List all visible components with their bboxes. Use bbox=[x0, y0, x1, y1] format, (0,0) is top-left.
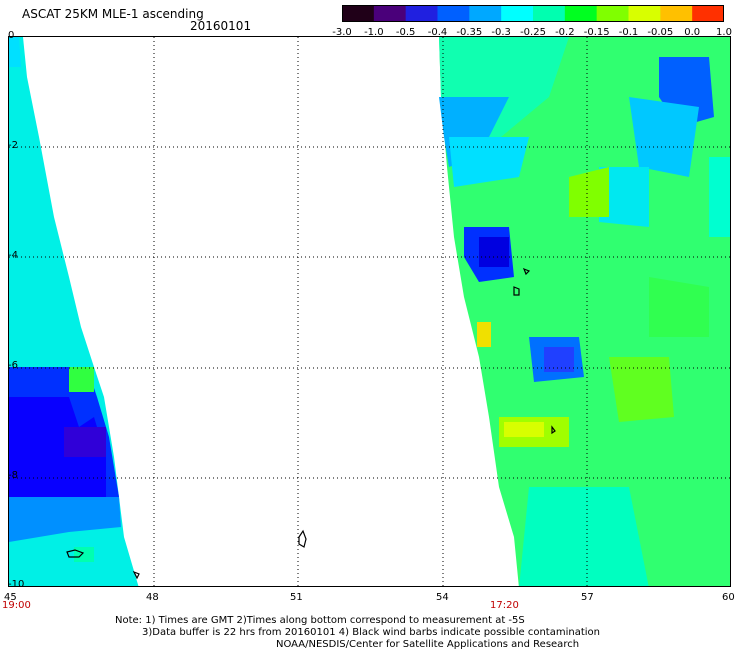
colorbar-segment bbox=[692, 5, 724, 22]
colorbar-segment bbox=[660, 5, 693, 22]
left-swath bbox=[9, 37, 139, 586]
colorbar-segment bbox=[596, 5, 629, 22]
colorbar-segment bbox=[373, 5, 407, 22]
colorbar-tick-label: -0.2 bbox=[555, 27, 575, 38]
note-line-3: NOAA/NESDIS/Center for Satellite Applica… bbox=[276, 639, 580, 650]
note-line-1: Note: 1) Times are GMT 2)Times along bot… bbox=[115, 615, 525, 626]
lat-label-m6: -6 bbox=[8, 360, 18, 371]
lat-label-0: 0 bbox=[8, 30, 15, 41]
colorbar-segment bbox=[437, 5, 470, 22]
product-date: 20160101 bbox=[190, 19, 252, 33]
colorbar-tick-labels: -3.0 -1.0 -0.5 -0.4 -0.35 -0.3 -0.25 -0.2 -0.15-… bbox=[330, 27, 732, 41]
colorbar-tick-label: -0.15 bbox=[583, 27, 610, 38]
colorbar-segment bbox=[469, 5, 502, 22]
lon-label-54: 54 bbox=[436, 592, 449, 603]
colorbar-tick-label: -1.0 bbox=[364, 27, 384, 38]
colorbar-tick-label: -0.35 bbox=[456, 27, 483, 38]
lon-label-60: 60 bbox=[722, 592, 735, 603]
colorbar-tick-label: -0.5 bbox=[395, 27, 416, 38]
lat-lon-grid bbox=[9, 37, 730, 586]
colorbar-tick-label: -0.05 bbox=[647, 27, 674, 38]
colorbar-tick-label: -0.3 bbox=[491, 27, 511, 38]
colorbar-tick-label: 1.0 bbox=[716, 27, 732, 38]
lon-label-48: 48 bbox=[146, 592, 159, 603]
right-swath bbox=[439, 37, 730, 586]
colorbar-tick-label: -0.4 bbox=[427, 27, 448, 38]
lon-label-51: 51 bbox=[290, 592, 303, 603]
colorbar-tick-label: -3.0 bbox=[332, 27, 352, 38]
colorbar-tick-label: 0.0 bbox=[684, 27, 701, 38]
colorbar-tick-label: -0.1 bbox=[618, 27, 639, 38]
lon-label-57: 57 bbox=[581, 592, 594, 603]
colorbar-segment bbox=[501, 5, 534, 22]
colorbar-segment bbox=[533, 5, 566, 22]
colorbar-segment bbox=[628, 5, 661, 22]
colorbar-tick-label: -0.25 bbox=[520, 27, 546, 38]
product-title: ASCAT 25KM MLE-1 ascending bbox=[22, 7, 204, 21]
time-label-right: 17:20 bbox=[490, 600, 519, 611]
colorbar-segment bbox=[564, 5, 598, 22]
lat-label-m2: -2 bbox=[8, 140, 18, 151]
lat-label-m4: -4 bbox=[8, 250, 18, 261]
lat-label-m10: -10 bbox=[8, 579, 25, 590]
note-line-2: 3)Data buffer is 22 hrs from 20160101 4)… bbox=[142, 627, 600, 638]
colorbar-segment bbox=[405, 5, 438, 22]
coastlines bbox=[66, 267, 556, 580]
time-label-left: 19:00 bbox=[2, 600, 31, 611]
map-canvas bbox=[9, 37, 730, 586]
lat-label-m8: -8 bbox=[8, 470, 18, 481]
colorbar-segment bbox=[342, 5, 375, 22]
colorbar bbox=[342, 5, 724, 22]
map-frame bbox=[8, 36, 731, 587]
lon-label-45: 45 bbox=[4, 592, 17, 603]
